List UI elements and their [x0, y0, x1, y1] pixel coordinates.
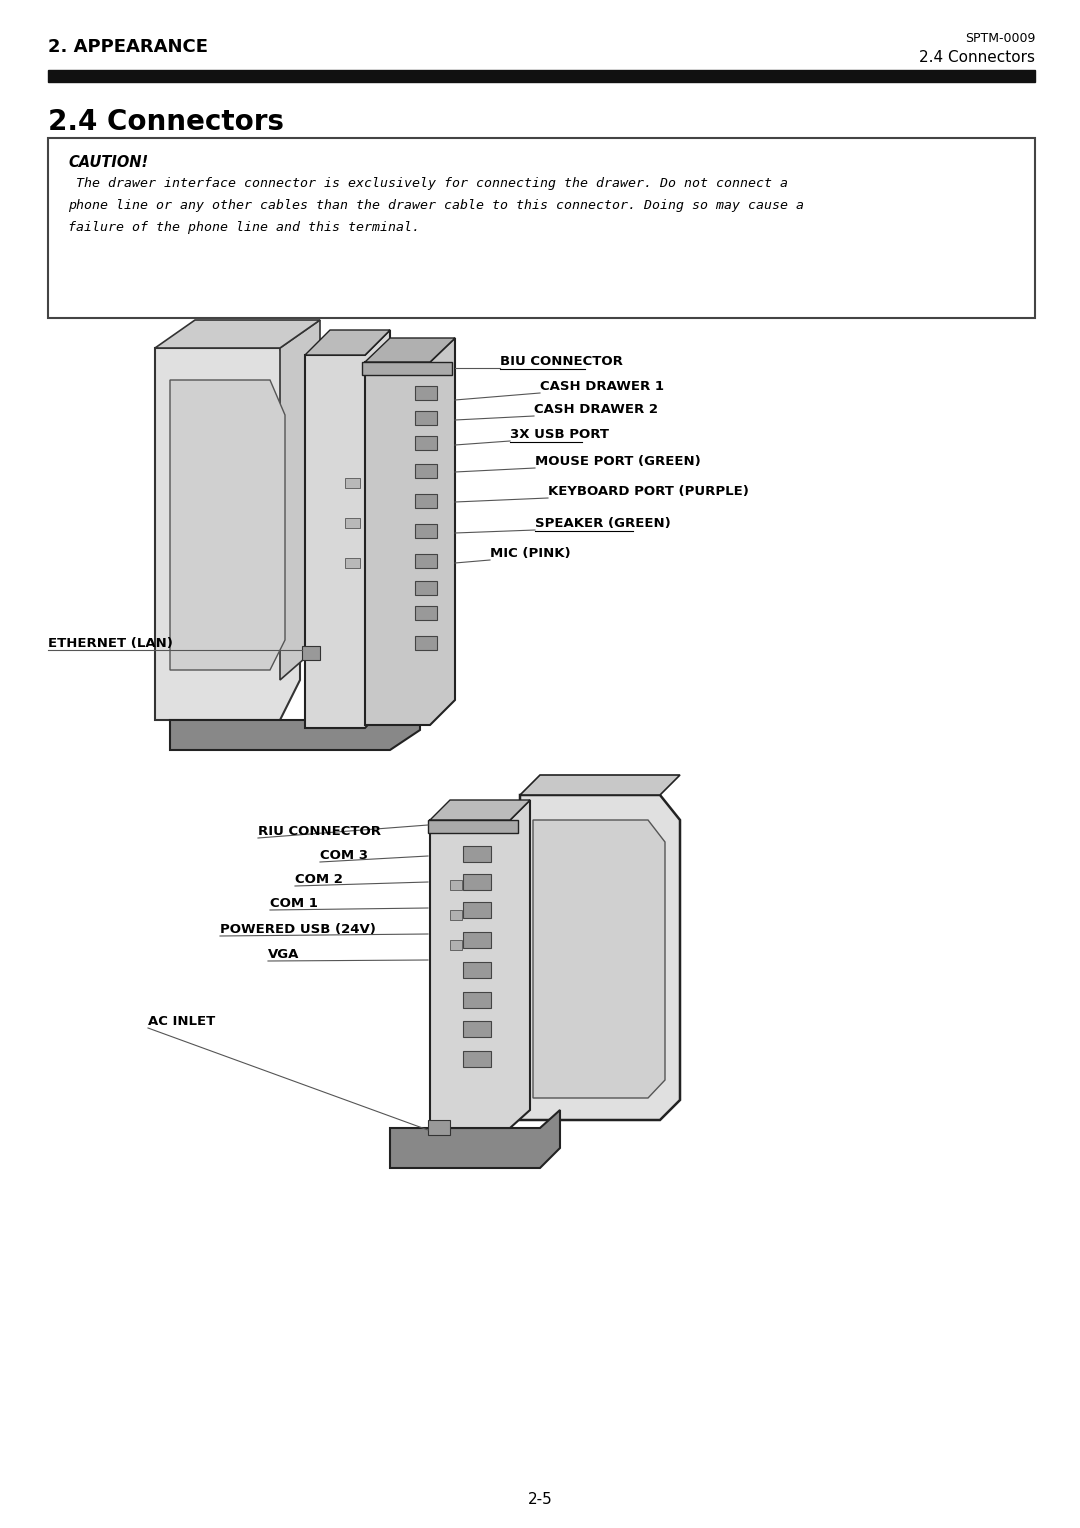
Text: 2.4 Connectors: 2.4 Connectors: [48, 108, 284, 136]
Text: 2.4 Connectors: 2.4 Connectors: [919, 50, 1035, 66]
Bar: [463, 874, 491, 889]
Text: CAUTION!: CAUTION!: [68, 154, 148, 170]
Text: VGA: VGA: [268, 947, 299, 961]
Text: COM 1: COM 1: [270, 897, 318, 911]
Bar: [415, 581, 437, 594]
Bar: [450, 940, 462, 950]
Text: SPEAKER (GREEN): SPEAKER (GREEN): [535, 516, 671, 530]
Bar: [345, 478, 360, 487]
Polygon shape: [280, 319, 320, 680]
Polygon shape: [362, 362, 453, 374]
Polygon shape: [305, 330, 390, 727]
Bar: [463, 1021, 491, 1038]
Bar: [415, 636, 437, 649]
Bar: [415, 524, 437, 538]
Bar: [428, 1120, 450, 1135]
Bar: [345, 558, 360, 568]
Text: RIU CONNECTOR: RIU CONNECTOR: [258, 825, 381, 837]
Bar: [450, 880, 462, 889]
Text: COM 2: COM 2: [295, 872, 342, 886]
Bar: [415, 494, 437, 507]
Bar: [463, 847, 491, 862]
Polygon shape: [390, 1109, 561, 1167]
Bar: [302, 646, 320, 660]
Bar: [415, 607, 437, 620]
Bar: [463, 1051, 491, 1067]
Bar: [415, 435, 437, 451]
Polygon shape: [534, 821, 665, 1099]
Text: MOUSE PORT (GREEN): MOUSE PORT (GREEN): [535, 455, 701, 468]
Polygon shape: [305, 330, 390, 354]
Text: COM 3: COM 3: [320, 850, 368, 862]
Bar: [48, 138, 1035, 318]
Text: CASH DRAWER 1: CASH DRAWER 1: [540, 380, 664, 393]
Polygon shape: [430, 801, 530, 821]
Polygon shape: [156, 348, 300, 720]
Polygon shape: [519, 775, 680, 795]
Text: failure of the phone line and this terminal.: failure of the phone line and this termi…: [68, 222, 420, 234]
Polygon shape: [430, 801, 530, 1128]
Bar: [463, 992, 491, 1008]
Text: MIC (PINK): MIC (PINK): [490, 547, 570, 559]
Text: 3X USB PORT: 3X USB PORT: [510, 428, 609, 442]
Polygon shape: [519, 795, 680, 1120]
Text: POWERED USB (24V): POWERED USB (24V): [220, 923, 376, 937]
Text: The drawer interface connector is exclusively for connecting the drawer. Do not : The drawer interface connector is exclus…: [68, 177, 788, 189]
Text: CASH DRAWER 2: CASH DRAWER 2: [534, 403, 658, 416]
Bar: [415, 555, 437, 568]
Polygon shape: [170, 380, 285, 669]
Polygon shape: [365, 338, 455, 724]
Text: KEYBOARD PORT (PURPLE): KEYBOARD PORT (PURPLE): [548, 484, 748, 498]
Bar: [415, 465, 437, 478]
Text: ETHERNET (LAN): ETHERNET (LAN): [48, 637, 173, 649]
Polygon shape: [365, 338, 455, 362]
Text: 2-5: 2-5: [528, 1493, 552, 1508]
Polygon shape: [170, 700, 420, 750]
Bar: [48, 70, 1035, 83]
Polygon shape: [428, 821, 518, 833]
Bar: [415, 411, 437, 425]
Text: 2. APPEARANCE: 2. APPEARANCE: [48, 38, 208, 57]
Text: BIU CONNECTOR: BIU CONNECTOR: [500, 354, 623, 368]
Bar: [345, 518, 360, 529]
Text: phone line or any other cables than the drawer cable to this connector. Doing so: phone line or any other cables than the …: [68, 199, 804, 212]
Polygon shape: [156, 319, 320, 348]
Bar: [463, 902, 491, 918]
Bar: [463, 963, 491, 978]
Text: AC INLET: AC INLET: [148, 1015, 215, 1028]
Text: SPTM-0009: SPTM-0009: [964, 32, 1035, 44]
Bar: [415, 387, 437, 400]
Bar: [463, 932, 491, 947]
Bar: [450, 911, 462, 920]
